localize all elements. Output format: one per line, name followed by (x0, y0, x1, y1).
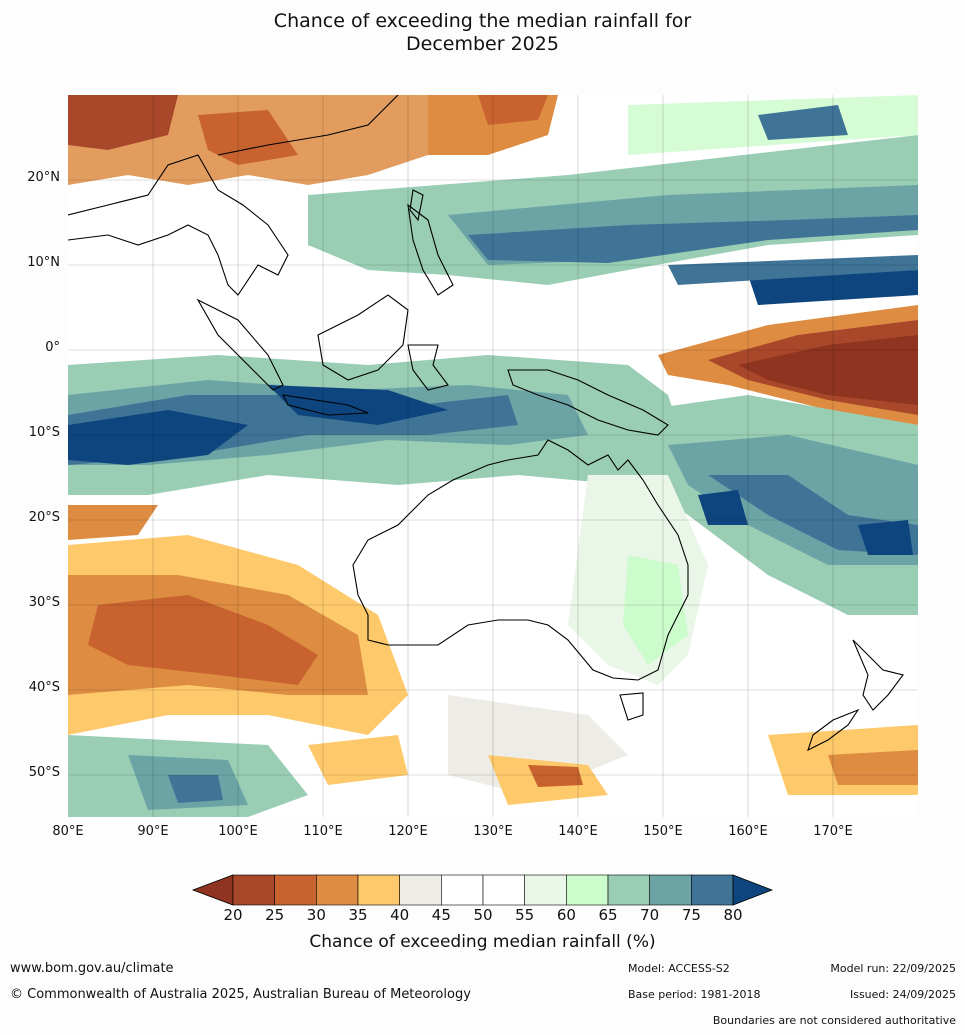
colorbar-tick-label: 65 (598, 906, 618, 924)
colorbar-cell (274, 874, 317, 906)
rainfall-map (68, 95, 918, 817)
colorbar-tick-label: 50 (473, 906, 493, 924)
lon-label-120e: 120°E (388, 824, 428, 839)
chart-title: Chance of exceeding the median rainfall … (0, 10, 965, 56)
colorbar-tick-label: 75 (681, 906, 701, 924)
footer-base-period: Base period: 1981-2018 (628, 988, 761, 1001)
lat-label-20s: 20°S (28, 510, 60, 525)
footer-model-run: Model run: 22/09/2025 (830, 962, 956, 975)
colorbar-cell (441, 874, 484, 906)
coast-new-guinea (507, 369, 669, 436)
coast-sulawesi (407, 344, 449, 391)
colorbar-cell (232, 874, 275, 906)
colorbar-tick-label: 60 (556, 906, 576, 924)
coast-sumatra (196, 298, 284, 391)
footer-issued: Issued: 24/09/2025 (849, 988, 956, 1001)
lon-label-160e: 160°E (728, 824, 768, 839)
colorbar-cell (649, 874, 692, 906)
lat-label-20n: 20°N (27, 170, 60, 185)
title-line-2: December 2025 (406, 33, 559, 55)
coast-taiwan (409, 189, 424, 222)
colorbar-cell (607, 874, 650, 906)
lat-label-40s: 40°S (28, 680, 60, 695)
colorbar-over-arrow (732, 874, 774, 906)
coast-java (282, 394, 369, 416)
coast-philippines (407, 203, 454, 296)
graticule (68, 95, 918, 817)
colorbar (191, 874, 774, 906)
colorbar-tick-label: 20 (223, 906, 243, 924)
lat-label-50s: 50°S (28, 765, 60, 780)
coast-mainland-asia (68, 154, 289, 296)
lat-label-10n: 10°N (27, 255, 60, 270)
southern-ocean-anomalies (68, 695, 918, 817)
footer-disclaimer: Boundaries are not considered authoritat… (712, 1014, 956, 1027)
colorbar-cell (399, 874, 442, 906)
footer-copyright: © Commonwealth of Australia 2025, Austra… (10, 987, 471, 1002)
colorbar-tick-label: 45 (431, 906, 451, 924)
colorbar-under-arrow (191, 874, 234, 906)
colorbar-cell (524, 874, 567, 906)
coast-new-zealand-north (852, 639, 904, 711)
lon-label-140e: 140°E (558, 824, 598, 839)
colorbar-tick-label: 70 (640, 906, 660, 924)
dry-region-southern-indian (68, 505, 408, 735)
dry-tongue-pacific (658, 305, 918, 425)
map-svg (68, 95, 918, 817)
lon-label-170e: 170°E (813, 824, 853, 839)
colorbar-tick-label: 25 (265, 906, 285, 924)
colorbar-tick-label: 55 (515, 906, 535, 924)
colorbar-tick-label: 35 (348, 906, 368, 924)
lat-label-30s: 30°S (28, 595, 60, 610)
lat-label-0: 0° (45, 340, 60, 355)
colorbar-tick-label: 80 (723, 906, 743, 924)
colorbar-tick-label: 40 (390, 906, 410, 924)
footer-model: Model: ACCESS-S2 (628, 962, 730, 975)
title-line-1: Chance of exceeding the median rainfall … (273, 10, 692, 32)
coastlines (68, 95, 904, 752)
colorbar-cell (691, 874, 734, 906)
coast-australia (352, 439, 689, 681)
lon-label-130e: 130°E (473, 824, 513, 839)
coast-borneo (317, 294, 409, 381)
colorbar-cell (482, 874, 525, 906)
lat-label-10s: 10°S (28, 425, 60, 440)
wet-region-coral-sea (608, 395, 918, 615)
colorbar-label: Chance of exceeding median rainfall (%) (309, 932, 656, 952)
colorbar-cell (566, 874, 609, 906)
coast-china (217, 95, 399, 156)
lon-label-90e: 90°E (137, 824, 169, 839)
lon-label-100e: 100°E (218, 824, 258, 839)
wet-band-north (308, 95, 918, 305)
wet-band-indian-ocean (68, 355, 688, 495)
footer-website: www.bom.gov.au/climate (10, 961, 174, 976)
colorbar-tick-label: 30 (306, 906, 326, 924)
lon-label-150e: 150°E (643, 824, 683, 839)
coast-tasmania (619, 692, 644, 721)
dry-region-asia (68, 95, 558, 185)
lon-label-80e: 80°E (52, 824, 84, 839)
colorbar-cell (316, 874, 359, 906)
lon-label-110e: 110°E (303, 824, 343, 839)
coast-new-zealand-south (807, 708, 860, 752)
colorbar-cell (357, 874, 400, 906)
